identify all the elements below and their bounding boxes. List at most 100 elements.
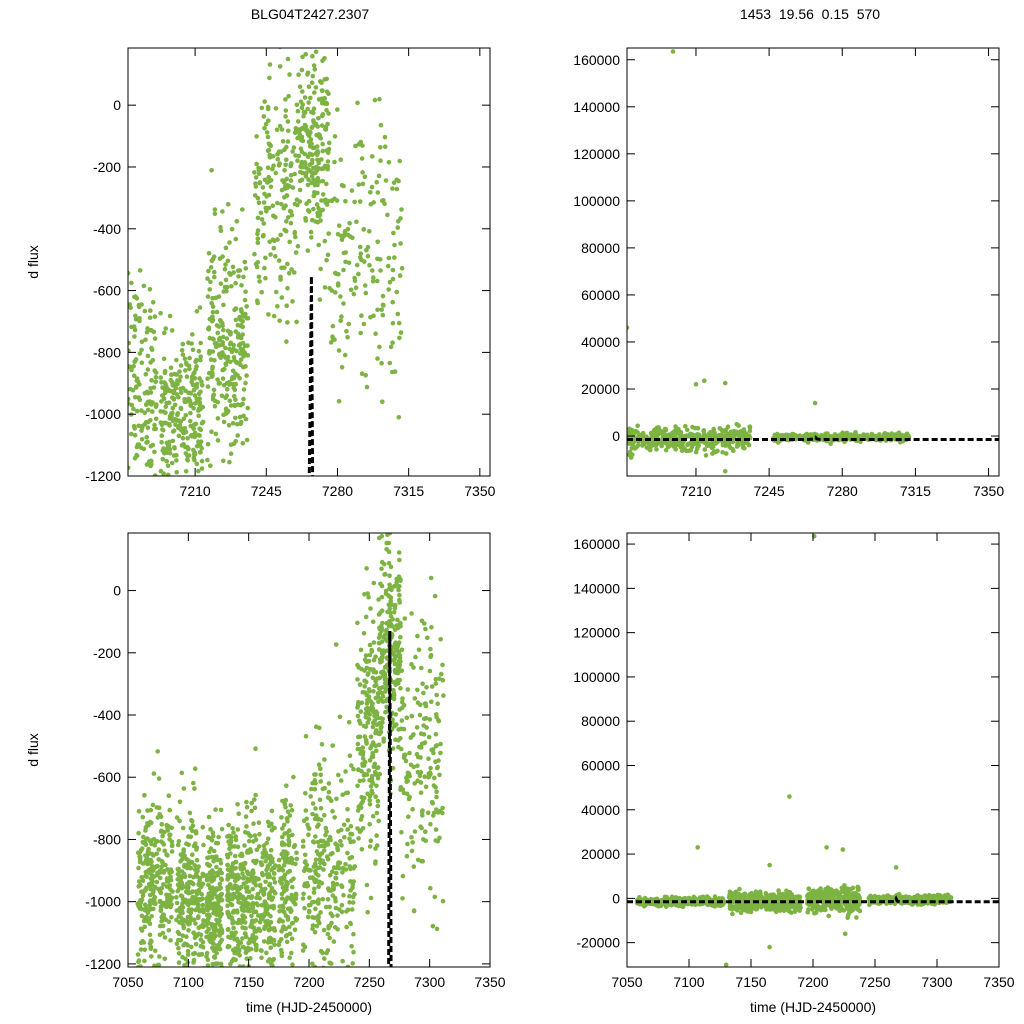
data-point [326,781,332,786]
data-point [185,446,191,452]
data-point [223,245,229,251]
data-point [670,440,675,446]
data-point [177,799,183,805]
data-point [702,447,708,452]
data-point [188,910,193,916]
data-point [252,797,257,802]
data-point [299,67,305,73]
data-point [385,263,391,269]
data-point [295,243,301,249]
data-point [673,427,679,433]
data-point [256,167,262,173]
data-point [145,353,151,359]
data-point [150,300,156,305]
data-point [325,159,331,164]
data-point [174,895,179,900]
data-point [270,203,276,209]
data-point [236,342,242,348]
data-point [425,635,430,641]
data-point [294,319,299,325]
data-point [279,953,285,959]
data-point [375,307,380,313]
data-point [397,677,403,683]
data-point [236,268,241,274]
data-point [345,807,350,812]
data-point [243,289,248,295]
data-point [428,821,433,827]
data-point [387,279,393,285]
data-point [330,893,336,898]
data-point [277,917,283,922]
data-point [390,186,395,191]
data-point [186,881,191,886]
data-point [271,313,277,319]
data-point [286,833,292,839]
data-point [266,141,272,146]
data-point [205,834,211,840]
data-point [210,394,216,399]
data-point [399,266,405,271]
data-point [318,860,323,865]
data-point [337,714,343,720]
data-point [174,900,180,906]
data-point [312,886,317,892]
data-point [149,970,154,975]
data-point [212,211,218,217]
data-point [362,283,368,288]
data-point [433,827,439,832]
data-point [726,441,731,447]
data-point [244,304,249,309]
data-point [200,1012,205,1017]
data-point [187,355,192,361]
data-point [314,849,320,854]
data-point [159,433,164,439]
data-point [327,935,333,941]
data-point [388,586,393,591]
data-point [243,885,249,890]
data-point [148,308,153,313]
data-point [169,839,175,844]
data-point [162,903,168,909]
data-point [183,368,188,373]
data-point [142,958,147,964]
data-point [434,692,440,698]
data-point [380,620,385,626]
data-point [417,773,423,779]
data-point [134,452,139,458]
data-point [333,642,339,647]
data-point [234,421,240,427]
data-point [432,894,438,900]
data-point [239,283,244,288]
data-point [355,713,361,719]
data-point [319,742,325,747]
data-point [253,859,258,865]
y-tick-label: -600 [93,769,121,785]
data-point [319,198,324,203]
data-point [321,965,326,967]
data-point [272,891,278,896]
data-point [183,413,189,418]
data-point [264,907,270,912]
data-point [388,598,394,604]
data-point [235,433,240,438]
data-point [136,884,141,889]
data-point [381,669,386,674]
data-point [216,908,221,913]
data-point [355,808,361,813]
data-point [224,408,229,414]
data-point [246,902,252,907]
data-point [276,258,282,263]
data-point [228,403,234,408]
data-point [629,445,635,451]
data-point [349,943,354,949]
data-point [205,441,211,447]
data-point [213,807,218,812]
data-point [232,402,237,408]
data-point [369,647,374,653]
data-point [372,683,377,689]
data-point [143,372,149,377]
data-point [158,375,163,380]
data-point [346,719,352,725]
data-point [255,260,261,265]
data-point [419,618,425,624]
